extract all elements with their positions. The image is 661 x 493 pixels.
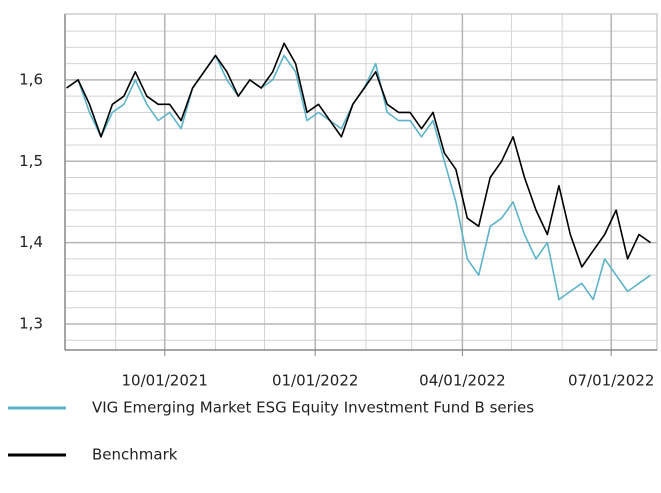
legend-label: Benchmark bbox=[92, 446, 178, 464]
plot-frame bbox=[64, 13, 658, 351]
legend-label: VIG Emerging Market ESG Equity Investmen… bbox=[92, 399, 534, 417]
series-line bbox=[66, 42, 651, 268]
y-tick-label: 1,6 bbox=[19, 70, 43, 88]
y-tick-label: 1,4 bbox=[19, 233, 43, 251]
y-tick-label: 1,5 bbox=[19, 152, 43, 170]
x-tick-label: 04/01/2022 bbox=[419, 372, 505, 390]
x-tick-label: 10/01/2021 bbox=[122, 372, 208, 390]
x-tick-label: 07/01/2022 bbox=[568, 372, 654, 390]
x-tick-label: 01/01/2022 bbox=[272, 372, 358, 390]
y-tick-label: 1,3 bbox=[19, 314, 43, 332]
